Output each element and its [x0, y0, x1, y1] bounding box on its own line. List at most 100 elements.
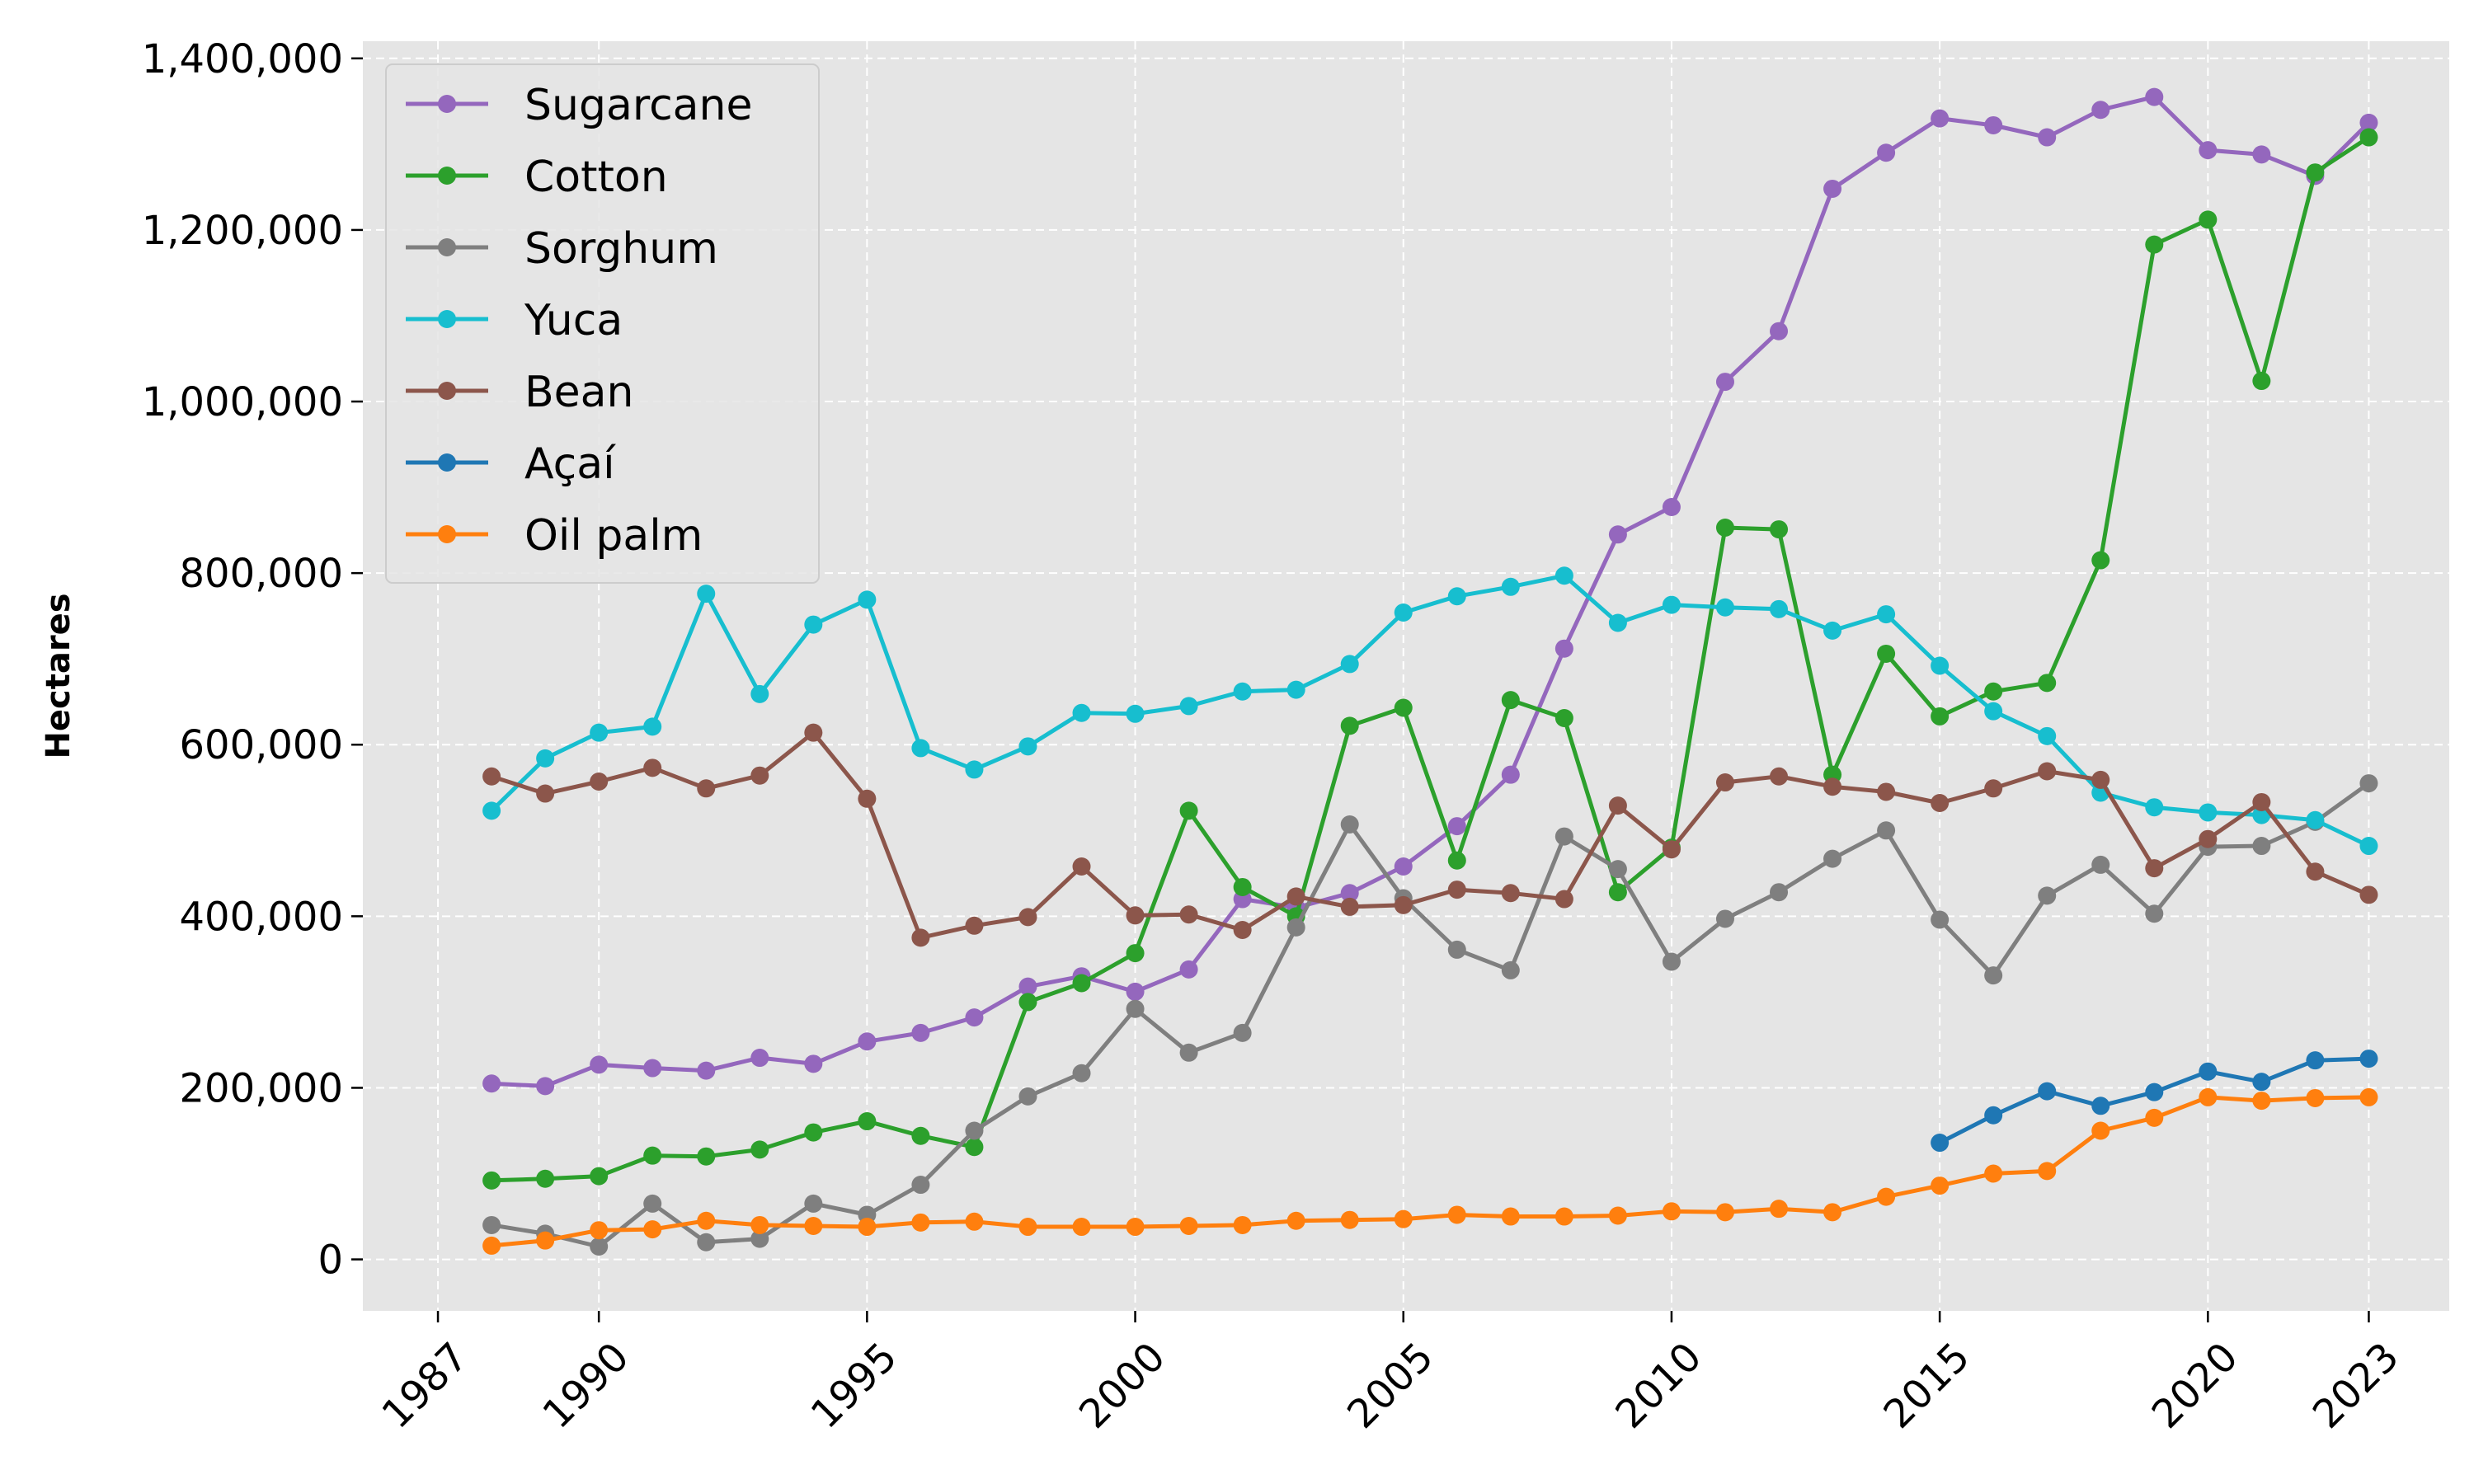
- legend-marker: [438, 453, 456, 472]
- series-bean: [482, 723, 2378, 947]
- data-point: [965, 760, 984, 779]
- data-point: [590, 723, 609, 742]
- data-point: [1984, 779, 2003, 798]
- series-a-a-: [1931, 1050, 2378, 1153]
- data-point: [965, 1212, 984, 1231]
- data-point: [1662, 952, 1681, 971]
- data-point: [1018, 993, 1037, 1012]
- data-point: [1018, 737, 1037, 756]
- data-point: [1233, 682, 1252, 701]
- data-point: [1984, 115, 2003, 134]
- grid: [363, 41, 2449, 1311]
- data-point: [2091, 855, 2110, 874]
- data-point: [1286, 887, 1305, 906]
- data-point: [1018, 908, 1037, 927]
- data-point: [965, 1008, 984, 1027]
- data-point: [2038, 886, 2057, 905]
- data-point: [965, 1138, 984, 1157]
- legend-label: Sorghum: [524, 224, 718, 274]
- series-sorghum: [482, 774, 2378, 1256]
- data-point: [1447, 817, 1466, 836]
- data-point: [2091, 1097, 2110, 1115]
- data-point: [2252, 837, 2271, 856]
- data-point: [750, 766, 769, 785]
- legend-box: [385, 63, 820, 584]
- data-point: [1233, 877, 1252, 896]
- data-point: [965, 916, 984, 935]
- data-point: [1715, 598, 1734, 617]
- data-point: [1340, 897, 1359, 916]
- data-point: [2306, 1051, 2325, 1070]
- data-point: [1126, 944, 1145, 963]
- legend-marker: [438, 238, 456, 256]
- data-point: [1501, 765, 1520, 784]
- legend-entry: Sugarcane: [406, 81, 752, 130]
- data-point: [1072, 1064, 1091, 1082]
- data-point: [1608, 860, 1627, 879]
- data-point: [1018, 977, 1037, 996]
- data-point: [2091, 101, 2110, 120]
- x-tick-label: 2023: [2304, 1334, 2408, 1438]
- data-point: [2145, 87, 2164, 106]
- y-tick-label: 200,000: [180, 1065, 344, 1111]
- legend-label: Sugarcane: [524, 81, 752, 130]
- data-point: [2359, 1087, 2378, 1106]
- data-point: [697, 1233, 716, 1252]
- y-tick-label: 800,000: [180, 551, 344, 597]
- data-point: [1072, 857, 1091, 876]
- data-point: [858, 789, 877, 808]
- data-point: [1770, 767, 1789, 786]
- data-point: [1126, 982, 1145, 1001]
- data-point: [697, 1061, 716, 1080]
- data-point: [1340, 716, 1359, 735]
- data-point: [1554, 827, 1573, 846]
- data-point: [1823, 777, 1842, 796]
- data-point: [911, 928, 930, 947]
- data-point: [1931, 707, 1950, 726]
- legend-entry: Cotton: [406, 153, 668, 202]
- legend-label: Oil palm: [524, 511, 703, 561]
- data-point: [2359, 128, 2378, 147]
- x-tick-label: 2000: [1070, 1334, 1174, 1438]
- y-tick-label: 600,000: [180, 722, 344, 768]
- data-point: [911, 1176, 930, 1195]
- y-axis-title: Hectares: [40, 593, 78, 758]
- data-point: [1501, 691, 1520, 710]
- data-point: [482, 1215, 501, 1234]
- data-point: [1447, 587, 1466, 606]
- data-point: [2359, 774, 2378, 793]
- data-point: [750, 1140, 769, 1159]
- data-point: [911, 1126, 930, 1145]
- data-point: [1662, 498, 1681, 517]
- data-point: [2091, 551, 2110, 570]
- data-point: [1233, 921, 1252, 939]
- data-point: [2145, 904, 2164, 923]
- data-point: [697, 779, 716, 798]
- data-point: [1018, 1087, 1037, 1106]
- data-point: [1877, 644, 1896, 663]
- data-point: [1554, 1207, 1573, 1226]
- data-point: [697, 585, 716, 603]
- data-point: [1931, 1176, 1950, 1195]
- legend-marker: [438, 382, 456, 400]
- data-point: [2038, 674, 2057, 693]
- data-point: [697, 1147, 716, 1166]
- data-point: [1501, 577, 1520, 596]
- legend-entry: Yuca: [406, 296, 623, 345]
- data-point: [482, 1171, 501, 1190]
- data-point: [697, 1211, 716, 1230]
- series-yuca: [482, 566, 2378, 856]
- data-point: [1662, 1202, 1681, 1221]
- data-point: [1447, 851, 1466, 870]
- data-point: [2091, 1121, 2110, 1140]
- y-tick-label: 1,200,000: [142, 208, 343, 254]
- data-point: [804, 723, 823, 742]
- x-tick-label: 2005: [1338, 1334, 1442, 1438]
- data-point: [1984, 1106, 2003, 1125]
- data-point: [2199, 1087, 2218, 1106]
- data-point: [1608, 525, 1627, 544]
- data-point: [1984, 682, 2003, 701]
- data-point: [911, 739, 930, 758]
- data-point: [1554, 639, 1573, 658]
